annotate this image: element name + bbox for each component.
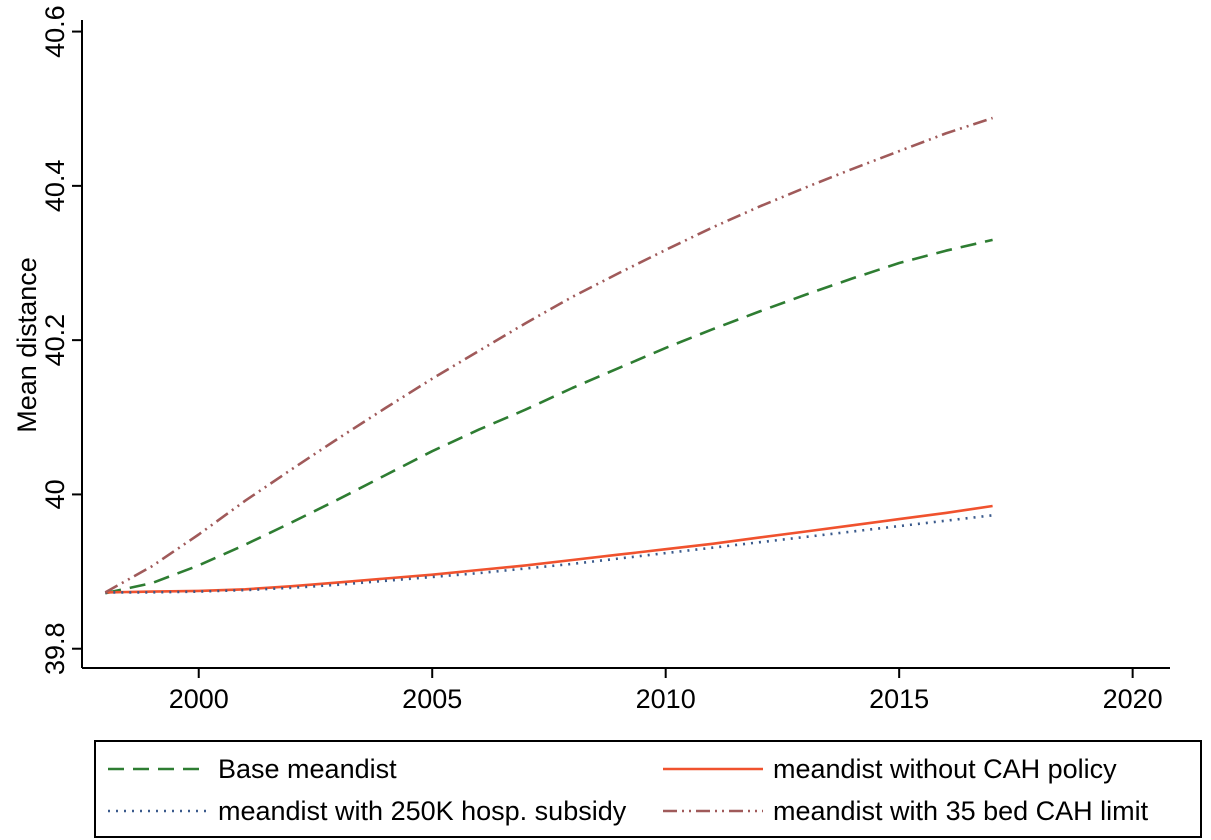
y-tick-label: 40.2 [40, 314, 70, 367]
x-tick-label: 2015 [869, 684, 929, 714]
x-tick-label: 2020 [1103, 684, 1163, 714]
x-axis-ticks: 2000 2005 2010 2015 2020 [169, 668, 1163, 714]
y-tick-label: 40 [40, 479, 70, 509]
x-tick-label: 2005 [402, 684, 462, 714]
legend-label: meandist with 35 bed CAH limit [773, 796, 1149, 826]
legend-frame [94, 740, 1202, 838]
series-line [105, 504, 993, 594]
legend-label: Base meandist [218, 754, 397, 784]
x-tick-label: 2000 [169, 684, 229, 714]
y-axis-title: Mean distance [12, 257, 42, 433]
y-axis-ticks: 39.8 40 40.2 40.4 40.6 [40, 5, 82, 675]
series-line [104, 116, 994, 594]
legend-label: meandist with 250K hosp. subsidy [218, 796, 627, 826]
series-line [105, 238, 993, 595]
y-tick-label: 40.6 [40, 5, 70, 58]
series-layer [104, 116, 994, 595]
series-line [105, 514, 993, 594]
x-tick-label: 2010 [636, 684, 696, 714]
legend-label: meandist without CAH policy [773, 754, 1117, 784]
y-tick-label: 40.4 [40, 160, 70, 213]
y-tick-label: 39.8 [40, 622, 70, 675]
legend: Base meandist meandist without CAH policy… [94, 740, 1202, 838]
